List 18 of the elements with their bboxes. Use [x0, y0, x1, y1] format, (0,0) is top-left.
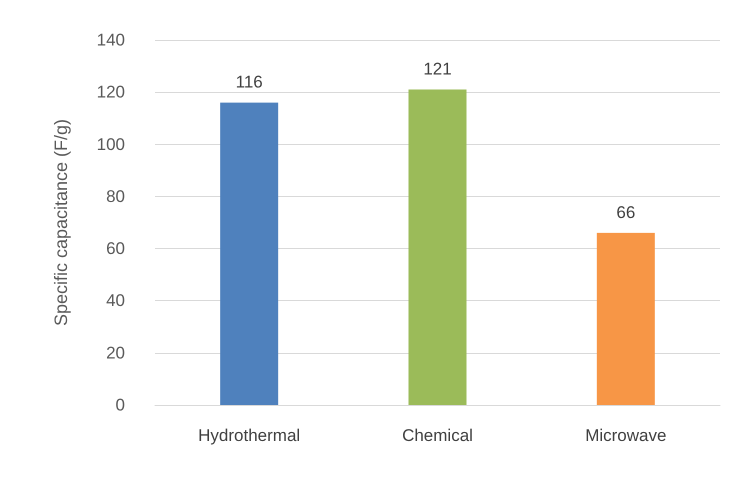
bar: [596, 232, 655, 405]
bar: [220, 102, 278, 405]
x-tick-label: Chemical: [402, 426, 473, 445]
x-tick-label: Hydrothermal: [198, 426, 300, 445]
y-tick-label: 20: [106, 343, 125, 362]
y-tick-label: 140: [96, 30, 125, 50]
y-axis-title: Specific capacitance (F/g): [51, 118, 71, 326]
x-tick-label: Microwave: [585, 426, 666, 445]
bar: [408, 90, 466, 405]
y-tick-label: 100: [96, 134, 125, 154]
data-label: 121: [423, 60, 452, 79]
y-tick-label: 0: [116, 396, 125, 414]
y-tick-label: 120: [96, 82, 125, 102]
y-tick-label: 80: [106, 186, 125, 206]
data-label: 116: [236, 72, 263, 92]
y-tick-label: 60: [106, 239, 125, 258]
y-tick-label: 40: [106, 291, 125, 310]
data-label: 66: [616, 202, 636, 222]
